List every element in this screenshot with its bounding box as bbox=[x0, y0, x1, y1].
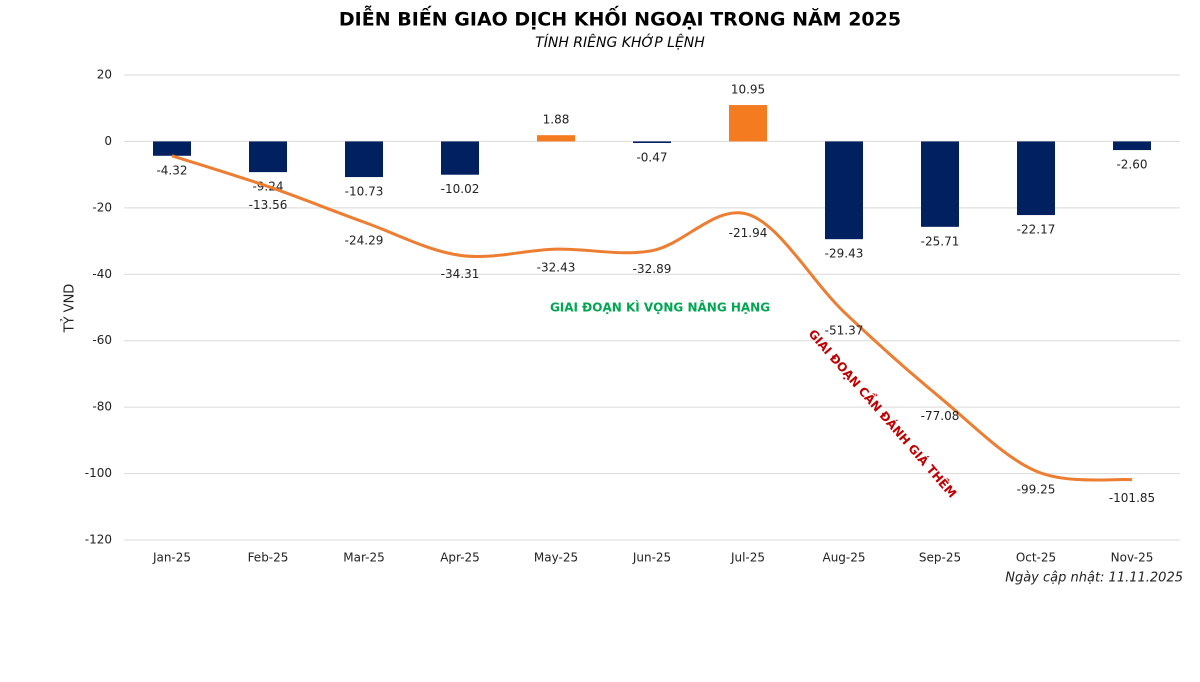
y-tick-label: -60 bbox=[92, 333, 112, 347]
x-tick-label: May-25 bbox=[534, 551, 578, 565]
y-tick-label: -40 bbox=[92, 267, 112, 281]
bar-value-label: -0.47 bbox=[636, 150, 667, 164]
bar bbox=[1017, 141, 1055, 216]
y-tick-label: -100 bbox=[85, 466, 112, 480]
line-value-label: -32.89 bbox=[633, 262, 672, 276]
line-value-label: -24.29 bbox=[345, 234, 384, 248]
bar bbox=[633, 141, 671, 143]
bar-value-label: -25.71 bbox=[921, 234, 960, 248]
bar bbox=[537, 135, 575, 142]
bar bbox=[729, 105, 767, 142]
bar bbox=[1113, 141, 1151, 151]
bar bbox=[921, 141, 959, 227]
line-value-label: -77.08 bbox=[921, 409, 960, 423]
x-tick-label: Jan-25 bbox=[152, 551, 191, 565]
bar-value-label: -29.43 bbox=[825, 247, 864, 261]
bar-value-label: 10.95 bbox=[731, 83, 765, 97]
y-tick-label: -120 bbox=[85, 533, 112, 547]
bar bbox=[825, 141, 863, 240]
x-tick-label: Feb-25 bbox=[248, 551, 289, 565]
x-tick-label: Oct-25 bbox=[1016, 551, 1056, 565]
y-tick-label: 0 bbox=[104, 134, 112, 148]
x-tick-label: Apr-25 bbox=[440, 551, 480, 565]
bar bbox=[441, 141, 479, 175]
bar-value-label: -4.32 bbox=[156, 163, 187, 177]
footnote: Ngày cập nhật: 11.11.2025 bbox=[1005, 571, 1183, 586]
y-tick-label: -20 bbox=[92, 200, 112, 214]
bar-value-label: -22.17 bbox=[1017, 223, 1056, 237]
bar-value-label: -10.02 bbox=[441, 182, 480, 196]
y-tick-label: 20 bbox=[97, 68, 112, 82]
x-tick-label: Jul-25 bbox=[730, 551, 765, 565]
line-value-label: -51.37 bbox=[825, 324, 864, 338]
bar bbox=[153, 141, 191, 156]
x-tick-label: Aug-25 bbox=[822, 551, 865, 565]
chart-title: DIỄN BIẾN GIAO DỊCH KHỐI NGOẠI TRONG NĂM… bbox=[339, 4, 901, 31]
line-value-label: -13.56 bbox=[249, 198, 288, 212]
x-tick-label: Mar-25 bbox=[343, 551, 384, 565]
line-value-label: -32.43 bbox=[537, 261, 576, 275]
bar bbox=[345, 141, 383, 178]
x-tick-label: Nov-25 bbox=[1111, 551, 1154, 565]
bar-value-label: -10.73 bbox=[345, 185, 384, 199]
line-value-label: -101.85 bbox=[1109, 491, 1155, 505]
bar-value-label: 1.88 bbox=[543, 113, 570, 127]
line bbox=[171, 154, 1133, 482]
bar bbox=[249, 141, 287, 173]
line-value-label: -99.25 bbox=[1017, 483, 1056, 497]
chart-subtitle: TÍNH RIÊNG KHỚP LỆNH bbox=[535, 33, 705, 51]
annotation: GIAI ĐOẠN KÌ VỌNG NÂNG HẠNG bbox=[550, 300, 770, 315]
line-value-label: -21.94 bbox=[729, 226, 768, 240]
y-tick-label: -80 bbox=[92, 400, 112, 414]
line-value-label: -34.31 bbox=[441, 267, 480, 281]
y-axis-label: TỶ VND bbox=[61, 284, 78, 334]
x-tick-label: Sep-25 bbox=[919, 551, 961, 565]
x-tick-label: Jun-25 bbox=[632, 551, 671, 565]
bar-value-label: -2.60 bbox=[1116, 158, 1147, 172]
